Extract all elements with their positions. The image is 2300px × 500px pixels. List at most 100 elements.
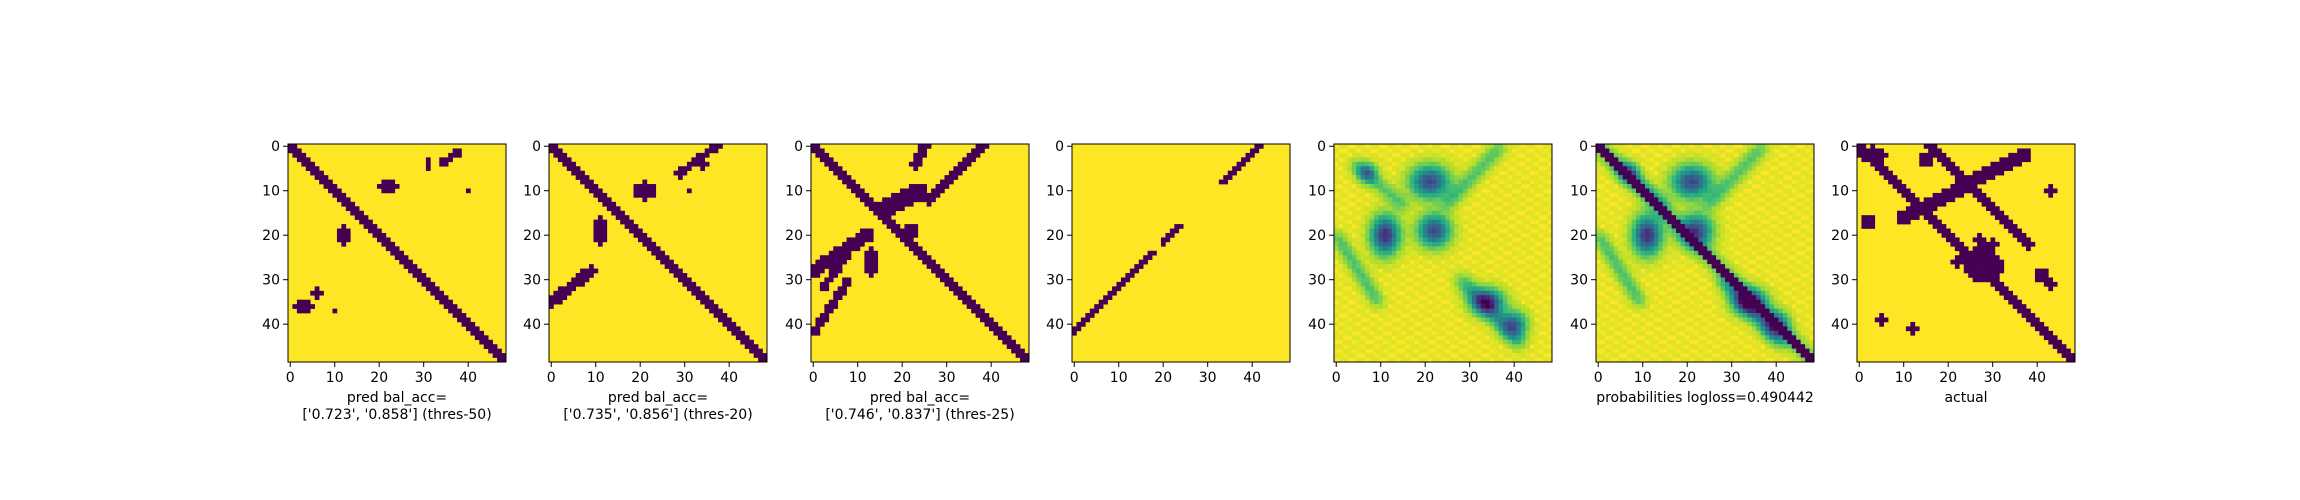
heatmap-cell — [1684, 215, 1690, 220]
heatmap-cell — [1747, 286, 1753, 292]
heatmap-cell — [1756, 295, 1761, 301]
heatmap-cell — [1160, 241, 1166, 247]
heatmap-cell — [1382, 344, 1388, 349]
heatmap-cell — [1622, 357, 1628, 363]
heatmap-cell — [891, 197, 896, 203]
heatmap-cell — [1684, 219, 1690, 225]
heatmap-cell — [633, 228, 639, 234]
heatmap-cell — [1463, 188, 1468, 194]
heatmap-cell — [1765, 295, 1770, 301]
heatmap-cell — [1760, 157, 1766, 163]
heatmap-cell — [1365, 304, 1370, 309]
heatmap-cell — [891, 201, 896, 207]
heatmap-cell — [580, 175, 585, 180]
heatmap-cell — [1698, 144, 1704, 149]
heatmap-cell — [2021, 237, 2027, 243]
heatmap-cell — [1720, 321, 1726, 327]
heatmap-cell — [1422, 184, 1428, 189]
heatmap-cell — [448, 299, 453, 305]
heatmap-cell — [1511, 201, 1517, 207]
heatmap-cell — [1422, 166, 1428, 171]
heatmap-cell — [1702, 152, 1708, 158]
heatmap-cell — [1805, 357, 1810, 363]
heatmap-cell — [1725, 192, 1730, 198]
heatmap-cell — [1418, 259, 1424, 265]
heatmap-cell — [2003, 157, 2009, 163]
heatmap-cell — [695, 152, 701, 158]
heatmap-cell — [1653, 201, 1659, 207]
heatmap-cell — [1720, 326, 1726, 332]
heatmap-cell — [345, 237, 351, 243]
heatmap-cell — [1644, 259, 1650, 265]
heatmap-cell — [1945, 228, 1951, 234]
x-tick-label: 20 — [1416, 370, 1434, 386]
heatmap-cell — [1725, 170, 1730, 176]
heatmap-cell — [1959, 179, 1965, 185]
heatmap-cell — [1932, 201, 1938, 207]
heatmap-cell — [1538, 317, 1544, 323]
heatmap-cell — [571, 281, 576, 287]
heatmap-cell — [1676, 157, 1681, 163]
heatmap-cell — [1431, 308, 1437, 314]
heatmap-cell — [1507, 179, 1513, 185]
heatmap-cell — [1107, 295, 1113, 301]
heatmap-cell — [1653, 321, 1659, 327]
heatmap-cell — [1458, 277, 1464, 283]
heatmap-cell — [1382, 286, 1388, 292]
heatmap-cell — [726, 321, 732, 327]
heatmap-cell — [1684, 357, 1690, 363]
heatmap-cell — [1680, 161, 1686, 167]
heatmap-cell — [1805, 232, 1810, 238]
heatmap-cell — [1374, 188, 1379, 194]
heatmap-cell — [1347, 197, 1353, 203]
heatmap-cell — [1631, 219, 1637, 225]
heatmap-cell — [1711, 299, 1717, 305]
heatmap-cell — [1418, 228, 1424, 234]
heatmap-cell — [1805, 241, 1810, 247]
heatmap-cell — [1760, 268, 1766, 274]
heatmap-cell — [1773, 201, 1779, 207]
heatmap-cell — [1596, 273, 1601, 278]
heatmap-cell — [1529, 241, 1535, 247]
heatmap-cell — [1511, 321, 1517, 327]
heatmap-cell — [1791, 335, 1797, 341]
heatmap-cell — [1600, 161, 1606, 167]
heatmap-cell — [1787, 308, 1793, 314]
heatmap-cell — [859, 192, 865, 198]
heatmap-cell — [1365, 152, 1370, 158]
heatmap-cell — [980, 317, 985, 323]
heatmap-cell — [811, 268, 816, 274]
heatmap-cell — [1733, 264, 1739, 269]
heatmap-cell — [1342, 281, 1348, 287]
heatmap-cell — [1662, 357, 1668, 363]
heatmap-cell — [1994, 215, 2000, 220]
heatmap-cell — [1644, 299, 1650, 305]
heatmap-cell — [1463, 344, 1468, 349]
heatmap-cell — [1360, 206, 1366, 212]
heatmap-cell — [1765, 152, 1770, 158]
heatmap-cell — [1356, 273, 1361, 278]
heatmap-cell — [1716, 273, 1721, 278]
heatmap-cell — [1870, 219, 1876, 225]
heatmap-cell — [1809, 192, 1815, 198]
heatmap-cell — [1458, 206, 1464, 212]
heatmap-cell — [1711, 335, 1717, 341]
heatmap-cell — [1436, 219, 1442, 225]
heatmap-cell — [1427, 335, 1433, 341]
heatmap-cell — [1400, 206, 1406, 212]
heatmap-cell — [1640, 281, 1646, 287]
heatmap-cell — [1503, 241, 1508, 247]
heatmap-cell — [1702, 246, 1708, 252]
heatmap-cell — [1085, 317, 1091, 323]
heatmap-cell — [1725, 259, 1730, 265]
heatmap-cell — [1702, 224, 1708, 229]
heatmap-cell — [1627, 152, 1632, 158]
heatmap-cell — [1725, 152, 1730, 158]
heatmap-cell — [1254, 144, 1260, 149]
heatmap-cell — [1778, 330, 1784, 336]
heatmap-cell — [1729, 264, 1735, 269]
heatmap-cell — [470, 326, 476, 332]
heatmap-cell — [1865, 224, 1871, 229]
heatmap-cell — [842, 179, 847, 185]
heatmap-cell — [819, 281, 825, 287]
